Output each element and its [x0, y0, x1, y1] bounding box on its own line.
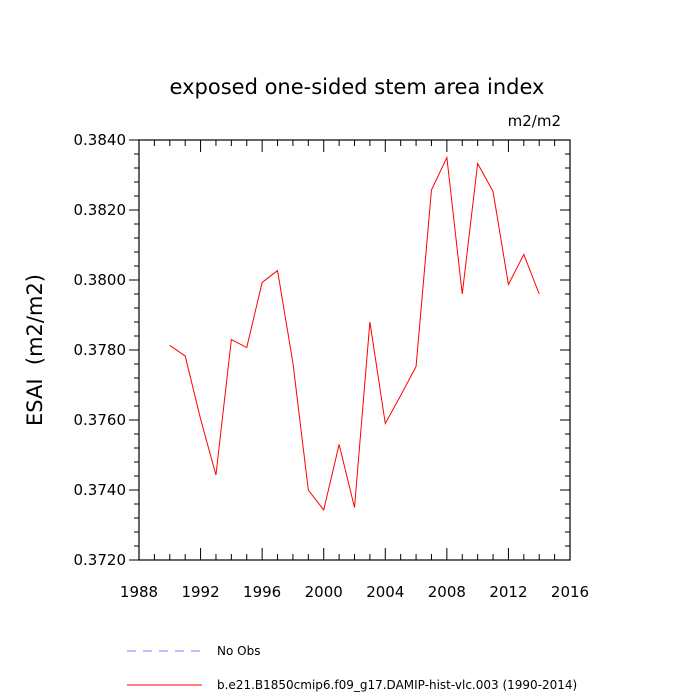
y-tick-label: 0.3740 — [74, 481, 127, 499]
data-point — [262, 282, 263, 283]
data-point — [231, 339, 232, 340]
data-point — [323, 509, 324, 510]
axis-tick-labels: 1988 1992 1996 2000 2004 2008 2012 2016 0.3720 0.… — [74, 131, 590, 601]
x-tick-label: 1996 — [243, 583, 281, 601]
y-axis-label: ESAI (m2/m2) — [23, 274, 47, 426]
data-point — [308, 489, 309, 490]
y-tick-label: 0.3840 — [74, 131, 127, 149]
y-tick-label: 0.3800 — [74, 271, 127, 289]
data-point — [354, 507, 355, 508]
y-tick-label: 0.3820 — [74, 201, 127, 219]
x-tick-label: 2004 — [366, 583, 404, 601]
y-tick-label: 0.3720 — [74, 551, 127, 569]
series-line — [169, 155, 540, 512]
x-tick-label: 2016 — [551, 583, 589, 601]
series-layer — [169, 155, 540, 512]
data-point — [385, 423, 386, 424]
units-label: m2/m2 — [508, 112, 561, 130]
data-point — [169, 345, 170, 346]
data-point — [431, 189, 432, 190]
data-point — [462, 293, 463, 294]
x-tick-label: 1992 — [181, 583, 219, 601]
legend-no-obs-label: No Obs — [217, 644, 260, 658]
y-tick-label: 0.3760 — [74, 411, 127, 429]
data-point — [185, 355, 186, 356]
data-point — [339, 444, 340, 445]
data-point — [508, 284, 509, 285]
x-tick-label: 1988 — [120, 583, 158, 601]
data-point — [446, 157, 447, 158]
data-point — [292, 362, 293, 363]
y-tick-label: 0.3780 — [74, 341, 127, 359]
chart-title: exposed one-sided stem area index — [170, 75, 545, 99]
legend-series-label: b.e21.B1850cmip6.f09_g17.DAMIP-hist-vlc.… — [217, 678, 577, 692]
data-point — [523, 254, 524, 255]
x-tick-label: 2008 — [428, 583, 466, 601]
axis-ticks — [129, 139, 571, 561]
data-point — [477, 163, 478, 164]
x-tick-label: 2012 — [489, 583, 527, 601]
plot-frame — [138, 139, 571, 561]
x-tick-label: 2000 — [305, 583, 343, 601]
data-point — [215, 474, 216, 475]
data-point — [539, 293, 540, 294]
data-point — [492, 191, 493, 192]
data-point — [415, 366, 416, 367]
data-point — [200, 418, 201, 419]
data-point — [277, 270, 278, 271]
data-point — [369, 321, 370, 322]
data-point — [400, 395, 401, 396]
data-point — [246, 347, 247, 348]
